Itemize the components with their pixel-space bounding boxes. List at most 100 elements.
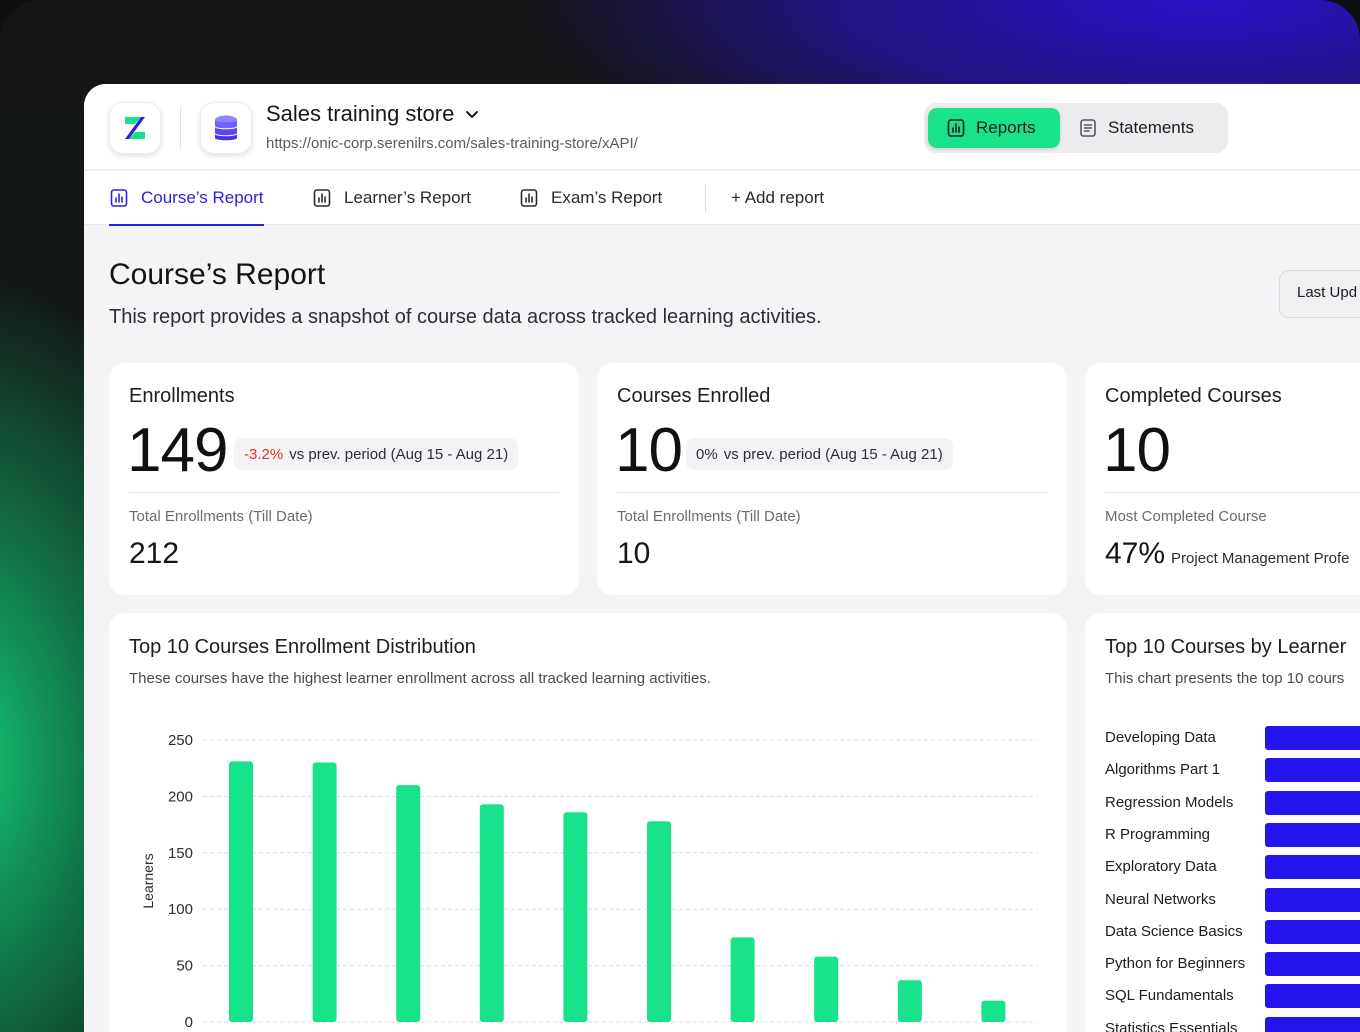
store-selector[interactable]: Sales training store	[266, 101, 480, 127]
report-tabs: Course’s Report Learner’s Report Exam’s …	[84, 171, 1360, 226]
page-title: Course’s Report	[109, 258, 326, 291]
hbar-category-label: Algorithms Part 1	[1105, 761, 1221, 779]
courses-by-learner-card: Top 10 Courses by Learner This chart pre…	[1085, 613, 1360, 1032]
hbar-category-label: Regression Models	[1105, 793, 1234, 811]
chart-title: Top 10 Courses Enrollment Distribution	[129, 636, 476, 658]
kpi-sub-value: 47%	[1105, 537, 1166, 570]
kpi-delta-text: vs prev. period (Aug 15 - Aug 21)	[289, 445, 509, 463]
y-tick-label: 0	[185, 1014, 193, 1031]
add-report-button[interactable]: + Add report	[731, 188, 825, 207]
kpi-card-courses-enrolled: Courses Enrolled 10 0% vs prev. period (…	[597, 363, 1067, 595]
hbar[interactable]	[1265, 984, 1360, 1009]
chart-subtitle: These courses have the highest learner e…	[129, 670, 711, 687]
hbar[interactable]	[1265, 790, 1360, 815]
kpi-value: 149	[127, 416, 228, 485]
kpi-sub-label: Most Completed Course	[1105, 508, 1267, 525]
tab-learners-report[interactable]: Learner’s Report	[312, 171, 471, 225]
hbar[interactable]	[1265, 919, 1360, 944]
kpi-delta-badge: 0% vs prev. period (Aug 15 - Aug 21)	[686, 438, 953, 470]
header-divider	[180, 106, 181, 148]
bar[interactable]	[312, 762, 337, 1022]
chart-title: Top 10 Courses by Learner	[1105, 636, 1347, 658]
store-name: Sales training store	[266, 101, 455, 126]
hbar[interactable]	[1265, 1016, 1360, 1032]
kpi-title: Enrollments	[129, 385, 235, 407]
statements-segment-button[interactable]: Statements	[1060, 108, 1212, 148]
app-logo[interactable]	[109, 102, 161, 154]
kpi-delta-badge: -3.2% vs prev. period (Aug 15 - Aug 21)	[234, 438, 519, 470]
y-tick-label: 100	[168, 901, 193, 918]
hbar[interactable]	[1265, 887, 1360, 912]
kpi-card-enrollments: Enrollments 149 -3.2% vs prev. period (A…	[109, 363, 579, 595]
document-icon	[1080, 119, 1096, 137]
report-chart-icon	[110, 189, 128, 207]
bar[interactable]	[814, 956, 839, 1022]
hbar[interactable]	[1265, 758, 1360, 783]
y-tick-label: 250	[168, 732, 193, 749]
chevron-down-icon	[466, 111, 479, 118]
chart-subtitle: This chart presents the top 10 cours	[1105, 670, 1345, 687]
kpi-delta-text: vs prev. period (Aug 15 - Aug 21)	[723, 445, 943, 463]
store-url: https://onic-corp.serenilrs.com/sales-tr…	[266, 135, 638, 152]
hbar-category-label: Developing Data	[1105, 729, 1216, 746]
hbar-category-label: Statistics Essentials	[1105, 1019, 1238, 1032]
reports-segment-label: Reports	[976, 118, 1036, 137]
bar[interactable]	[730, 937, 755, 1022]
last-updated-button[interactable]: Last Upd	[1279, 270, 1360, 318]
bar[interactable]	[229, 761, 253, 1022]
tab-exams-report[interactable]: Exam’s Report	[519, 171, 662, 225]
tab-label: Learner’s Report	[344, 188, 471, 207]
app-window: Sales training store https://onic-corp.s…	[84, 84, 1360, 1032]
kpi-sub-value: 212	[129, 537, 180, 570]
kpi-divider	[617, 492, 1047, 493]
report-chart-icon	[947, 119, 965, 137]
report-chart-icon	[520, 189, 538, 207]
app-header: Sales training store https://onic-corp.s…	[84, 84, 1360, 170]
hbar[interactable]	[1265, 952, 1360, 977]
hbar[interactable]	[1265, 822, 1360, 847]
hbar-category-label: Exploratory Data	[1105, 858, 1217, 876]
hbar[interactable]	[1265, 726, 1360, 750]
kpi-sub-value: 10	[617, 537, 651, 570]
tab-courses-report[interactable]: Course’s Report	[109, 171, 264, 226]
bar[interactable]	[897, 980, 922, 1022]
hbar-category-label: Neural Networks	[1105, 890, 1216, 908]
kpi-value: 10	[1103, 416, 1171, 485]
kpi-sub-label: Total Enrollments (Till Date)	[617, 508, 801, 525]
kpi-delta-value: -3.2%	[244, 445, 284, 463]
bar[interactable]	[479, 804, 504, 1022]
kpi-title: Completed Courses	[1105, 385, 1282, 407]
hbar-category-label: Python for Beginners	[1105, 955, 1246, 973]
hbar-category-label: SQL Fundamentals	[1105, 987, 1234, 1005]
kpi-sub-value-row: 47% Project Management Profe	[1105, 537, 1349, 571]
enrollment-distribution-card: Top 10 Courses Enrollment Distribution T…	[109, 613, 1067, 1032]
view-switcher: Reports Statements	[924, 103, 1228, 153]
bar[interactable]	[981, 1000, 1006, 1022]
bar[interactable]	[647, 821, 671, 1022]
hbar-category-label: R Programming	[1105, 825, 1211, 843]
kpi-title: Courses Enrolled	[617, 385, 771, 407]
report-chart-icon	[313, 189, 331, 207]
kpi-sub-label: Total Enrollments (Till Date)	[129, 508, 313, 525]
y-tick-label: 150	[168, 845, 193, 862]
database-icon	[215, 115, 237, 141]
tab-label: Exam’s Report	[551, 188, 663, 207]
hbar-category-label: Data Science Basics	[1105, 922, 1243, 940]
kpi-delta-value: 0%	[696, 445, 718, 463]
y-tick-label: 50	[176, 958, 193, 975]
y-tick-label: 200	[168, 788, 193, 805]
bar[interactable]	[563, 812, 588, 1022]
brand-logo-icon	[125, 117, 145, 139]
store-avatar[interactable]	[200, 102, 252, 154]
kpi-card-completed-courses: Completed Courses 10 Most Completed Cour…	[1085, 363, 1360, 595]
kpi-divider	[1105, 492, 1360, 493]
kpi-divider	[129, 492, 559, 493]
bar[interactable]	[396, 785, 421, 1022]
hbar[interactable]	[1265, 855, 1360, 880]
kpi-value: 10	[615, 416, 683, 485]
tab-separator	[705, 184, 706, 212]
most-completed-course-name: Project Management Profe	[1171, 550, 1350, 567]
y-axis-label: Learners	[140, 853, 156, 908]
reports-segment-button[interactable]: Reports	[928, 108, 1060, 148]
page-subtitle: This report provides a snapshot of cours…	[109, 306, 822, 328]
